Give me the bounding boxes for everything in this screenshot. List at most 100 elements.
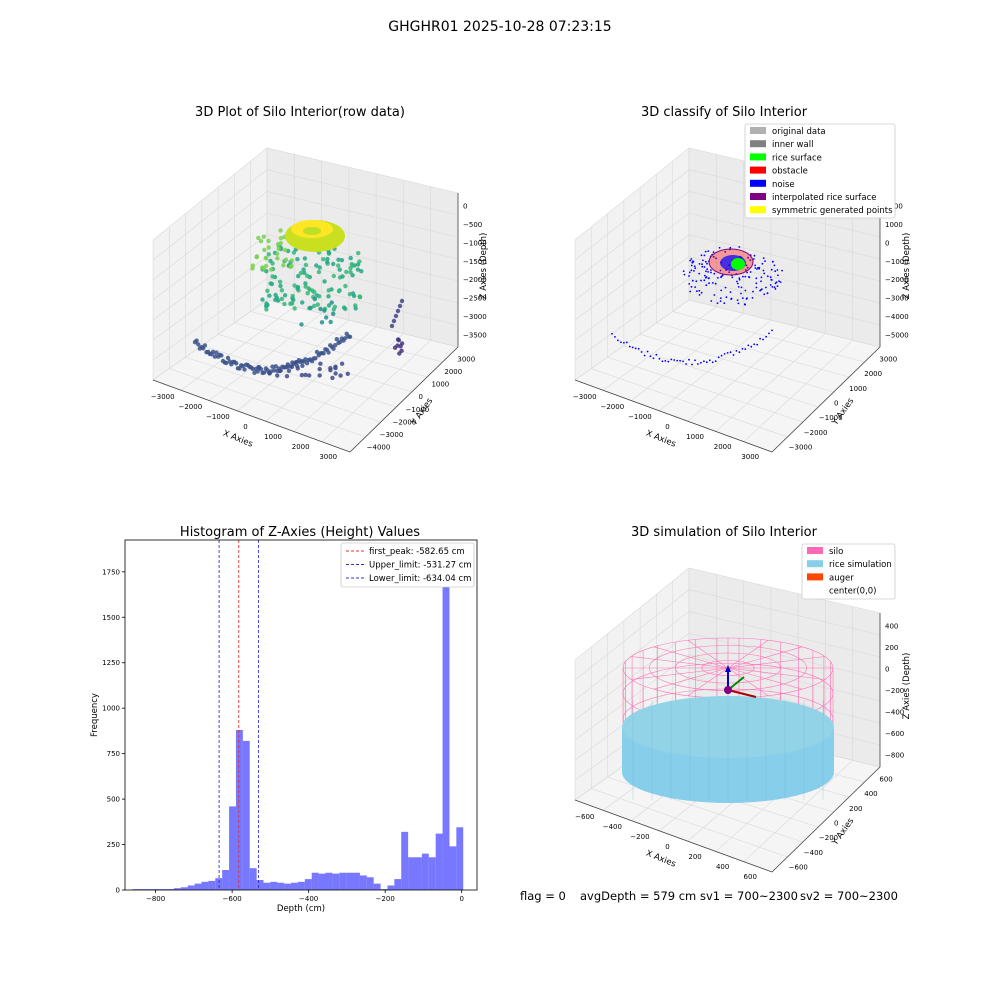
grid-line [218,333,412,393]
noise-point [738,246,741,248]
raw-point [314,263,319,268]
x-tick-label: −200 [630,833,649,841]
legend-entry: Upper_limit: -531.27 cm [369,561,472,571]
raw-point [290,293,295,299]
histogram-bar [421,853,429,890]
raw-point [326,350,331,355]
noise-point [761,288,763,290]
grid-line [687,326,799,422]
noise-point [712,255,715,258]
x-tick-label: −600 [575,813,594,821]
grid-line [185,356,381,423]
grid-line [715,333,826,432]
raw-point [289,258,295,263]
y-tick-label: 400 [864,790,877,798]
noise-point [762,338,764,341]
noise-point [760,280,762,283]
raw-point [295,366,300,371]
histogram-bar [359,875,367,890]
noise-point [688,283,691,285]
legend-swatch [807,560,823,568]
raw-point [334,337,339,342]
histogram-bar [215,878,223,890]
raw-point [261,266,266,271]
raw-point [225,355,231,361]
raw-point [333,371,338,376]
noise-point [723,302,726,305]
noise-point [667,360,670,363]
panel-raw-data: 3D Plot of Silo Interior(row data) −3000… [151,105,489,461]
raw-point [347,334,353,339]
noise-point [706,268,709,271]
raw-point [274,295,279,300]
noise-point [744,289,747,292]
x-tick-label: 400 [716,863,729,871]
z-tick-label: −1500 [463,258,487,266]
raw-point [270,274,275,279]
histogram-bar [401,831,409,890]
histogram-bar [153,889,161,890]
raw-point [399,341,405,346]
grid-line [201,345,397,408]
noise-point [637,347,640,350]
noise-point [696,290,698,293]
raw-point [318,361,323,366]
noise-point [708,277,710,279]
panel-simulation: 3D simulation of Silo Interior −600−400−… [574,525,912,881]
noise-point [725,296,728,299]
raw-point [321,257,326,262]
raw-point [279,288,285,293]
z-tick-label: −800 [885,752,904,760]
noise-point [746,266,749,269]
noise-point [755,277,758,280]
histogram-bar [139,889,147,890]
raw-point [298,270,304,276]
raw-point [282,293,288,298]
raw-point [302,270,307,275]
raw-point [282,301,287,307]
y-axis-line [771,346,881,453]
noise-point [743,303,746,306]
histogram-bar [235,730,243,890]
sv2-text: sv2 = 700~2300 [800,889,898,903]
histogram-bar [456,827,464,890]
histogram-bar [160,889,168,890]
histogram-bar [428,857,436,890]
raw-point [262,247,267,253]
raw-point [344,269,349,275]
noise-point [769,276,772,279]
noise-point [710,300,713,302]
histogram-bar [256,880,264,890]
histogram-bar [380,889,388,890]
y-tick-label: 1750 [102,568,120,576]
y-tick-label: 500 [107,796,120,804]
noise-point [714,282,717,285]
noise-point [726,352,729,354]
raw-point [300,363,305,368]
raw-point [399,298,405,304]
noise-point [704,260,707,263]
raw-point [282,247,288,253]
grid-line [602,306,717,391]
raw-point [255,369,260,374]
noise-point [777,274,779,277]
z-tick-label: 0 [885,665,889,673]
histogram-bar [353,872,360,890]
raw-point [275,373,280,378]
raw-point [348,255,353,261]
noise-point [670,358,673,361]
noise-point [689,290,692,293]
raw-point [276,246,281,251]
x-tick-label: 0 [459,895,463,903]
y-tick-label: 0 [834,400,838,408]
noise-point [771,329,773,332]
raw-point [395,308,401,314]
noise-point [770,279,773,281]
raw-point [342,336,348,341]
y-tick-label: 0 [834,820,838,828]
flag-text: flag = 0 [520,889,566,903]
noise-point [737,302,740,305]
noise-point [764,260,766,262]
raw-point [278,283,283,289]
histogram-bar [394,879,402,890]
